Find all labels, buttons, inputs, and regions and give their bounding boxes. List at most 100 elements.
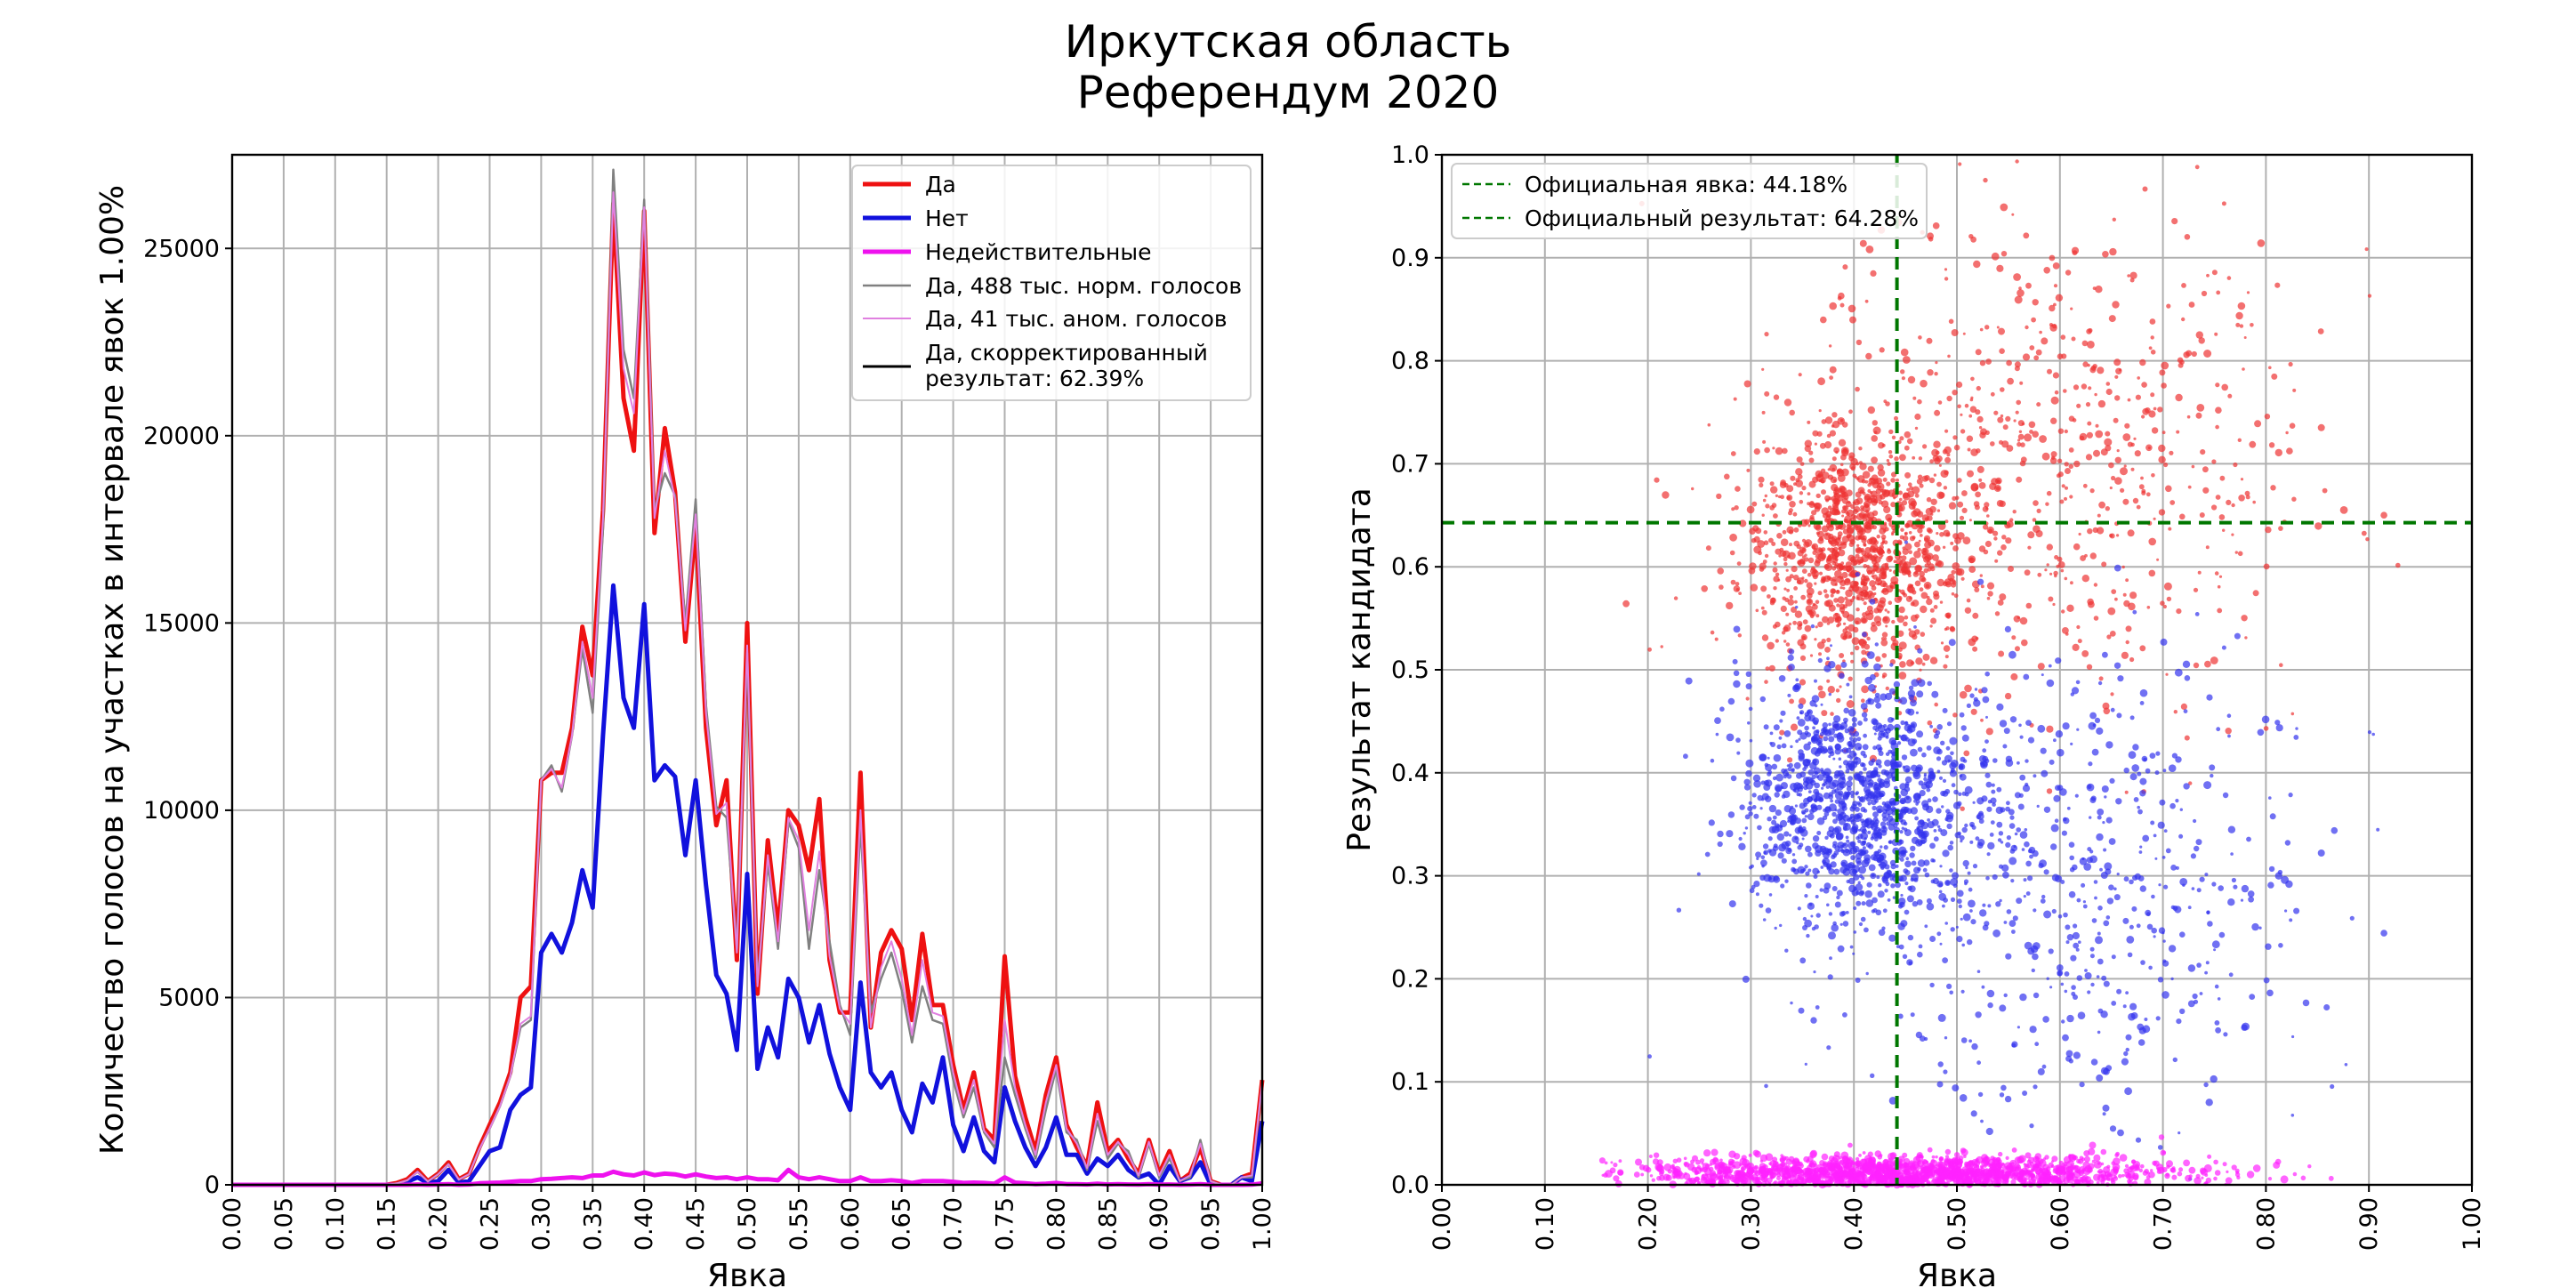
- scatter-point: [1812, 430, 1819, 437]
- scatter-point: [2268, 796, 2272, 800]
- scatter-chart-points: [1598, 159, 2401, 1189]
- scatter-point: [2250, 323, 2254, 327]
- y-tick-label: 0: [205, 1171, 220, 1199]
- scatter-point: [2091, 918, 2097, 923]
- scatter-point: [2158, 1134, 2165, 1140]
- scatter-point: [1813, 874, 1818, 879]
- scatter-point: [1719, 706, 1725, 712]
- scatter-point: [1897, 503, 1905, 512]
- scatter-point: [1849, 316, 1856, 324]
- scatter-point: [1899, 436, 1904, 441]
- scatter-point: [1916, 478, 1923, 485]
- scatter-point: [1849, 817, 1853, 820]
- scatter-point: [1837, 849, 1841, 853]
- scatter-point: [2176, 608, 2182, 615]
- scatter-point: [2292, 388, 2297, 392]
- scatter-point: [1735, 737, 1741, 743]
- scatter-point: [1764, 553, 1769, 559]
- scatter-point: [1756, 857, 1759, 861]
- scatter-point: [1926, 552, 1934, 560]
- scatter-point: [1845, 561, 1852, 568]
- scatter-point: [2001, 864, 2009, 873]
- scatter-point: [1921, 752, 1927, 758]
- scatter-point: [2163, 582, 2172, 591]
- scatter-point: [2102, 1112, 2106, 1116]
- scatter-point: [2064, 429, 2068, 434]
- scatter-point: [1910, 1012, 1915, 1018]
- scatter-point: [1743, 784, 1751, 791]
- scatter-point: [1806, 759, 1811, 764]
- scatter-point: [1788, 833, 1792, 837]
- scatter-point: [1942, 957, 1949, 963]
- scatter-point: [1870, 793, 1876, 800]
- scatter-point: [2037, 663, 2045, 671]
- scatter-point: [1901, 500, 1908, 506]
- scatter-point: [1985, 1127, 1993, 1136]
- scatter-point: [1996, 1156, 2001, 1162]
- scatter-point: [2188, 1166, 2196, 1174]
- scatter-point: [1812, 835, 1820, 842]
- scatter-point: [1880, 488, 1884, 493]
- scatter-point: [1891, 435, 1896, 439]
- scatter-point: [2251, 922, 2259, 931]
- scatter-point: [1807, 813, 1815, 821]
- scatter-point: [1877, 469, 1886, 477]
- scatter-point: [1914, 541, 1920, 548]
- scatter-point: [1832, 612, 1840, 621]
- scatter-point: [1834, 744, 1842, 751]
- scatter-point: [2071, 336, 2076, 342]
- scatter-point: [1905, 595, 1912, 602]
- scatter-point: [2162, 769, 2167, 773]
- x-tick-label: 0.75: [992, 1197, 1019, 1251]
- scatter-point: [2257, 239, 2266, 247]
- scatter-point: [2217, 584, 2221, 589]
- scatter-point: [1894, 415, 1898, 421]
- scatter-point: [2045, 502, 2049, 506]
- scatter-point: [1750, 584, 1759, 592]
- scatter-point: [1912, 901, 1919, 907]
- scatter-point: [1828, 722, 1831, 727]
- scatter-point: [2097, 809, 2105, 816]
- scatter-point: [1912, 455, 1916, 460]
- scatter-point: [2109, 247, 2117, 256]
- scatter-point: [1948, 639, 1956, 647]
- scatter-point: [1937, 825, 1941, 828]
- scatter-point: [1884, 608, 1888, 612]
- scatter-point: [2225, 1177, 2233, 1185]
- scatter-point: [2112, 301, 2120, 309]
- scatter-point: [1795, 678, 1799, 682]
- scatter-point: [1963, 1155, 1967, 1158]
- scatter-point: [2163, 829, 2168, 833]
- scatter-point: [1853, 906, 1857, 910]
- scatter-point: [2100, 448, 2108, 456]
- scatter-point: [1960, 576, 1965, 581]
- scatter-point: [1704, 1179, 1710, 1185]
- scatter-point: [1936, 509, 1941, 512]
- scatter-point: [1964, 823, 1968, 828]
- scatter-point: [1824, 441, 1832, 449]
- scatter-point: [2183, 709, 2188, 713]
- scatter-point: [1910, 601, 1915, 607]
- x-tick-label: 0.55: [785, 1197, 813, 1251]
- scatter-point: [1633, 1171, 1640, 1178]
- scatter-point: [1794, 836, 1799, 841]
- scatter-point: [2213, 948, 2217, 952]
- scatter-point: [2158, 927, 2166, 934]
- scatter-point: [1915, 565, 1922, 572]
- scatter-point: [1904, 786, 1911, 793]
- scatter-point: [1943, 1069, 1948, 1075]
- scatter-point: [2116, 534, 2120, 537]
- scatter-point: [1878, 883, 1882, 888]
- scatter-point: [1923, 535, 1931, 542]
- scatter-point: [2070, 742, 2073, 746]
- scatter-point: [2111, 1001, 2117, 1006]
- scatter-point: [2176, 1018, 2182, 1025]
- scatter-point: [2202, 487, 2210, 494]
- scatter-point: [2133, 437, 2137, 440]
- scatter-point: [1880, 845, 1883, 849]
- scatter-point: [2071, 687, 2080, 695]
- scatter-point: [1789, 409, 1795, 416]
- scatter-point: [1979, 761, 1984, 765]
- scatter-point: [1864, 547, 1872, 554]
- scatter-point: [2103, 707, 2111, 715]
